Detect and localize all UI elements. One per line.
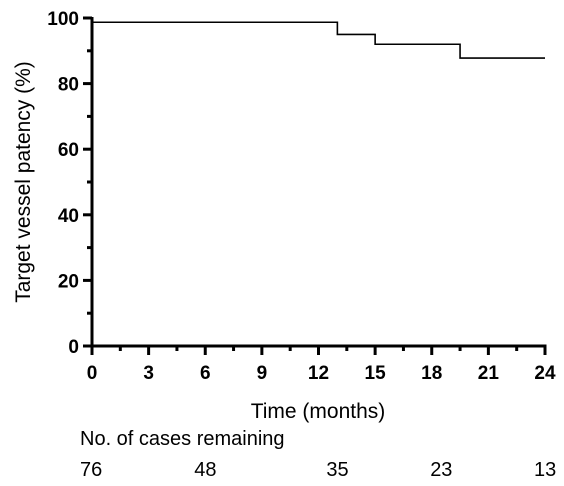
series-layer — [92, 21, 545, 59]
survival-step-line — [92, 21, 545, 59]
risk-table-value: 23 — [430, 459, 453, 481]
x-tick-label: 12 — [308, 363, 329, 384]
y-tick-label: 100 — [47, 9, 79, 30]
axes: 0 20 40 60 80 100 0 3 6 9 12 15 18 21 24 — [47, 9, 556, 384]
x-tick-label: 0 — [87, 363, 98, 384]
x-tick-label: 3 — [143, 363, 154, 384]
y-tick-label: 0 — [68, 337, 79, 358]
x-tick-label: 15 — [365, 363, 387, 384]
y-axis-title: Target vessel patency (%) — [12, 61, 35, 303]
y-tick-label: 60 — [58, 140, 79, 161]
y-tick-label: 20 — [58, 271, 79, 292]
risk-table-title: No. of cases remaining — [80, 428, 285, 450]
x-tick-label: 24 — [534, 363, 556, 384]
risk-table-value: 48 — [194, 459, 217, 481]
risk-table-value: 76 — [80, 459, 103, 481]
x-tick-label: 9 — [257, 363, 268, 384]
x-axis-title: Time (months) — [251, 400, 386, 423]
y-tick-label: 80 — [58, 75, 79, 96]
x-tick-label: 18 — [421, 363, 442, 384]
risk-table-value: 13 — [534, 459, 557, 481]
x-tick-label: 6 — [200, 363, 211, 384]
y-tick-label: 40 — [58, 206, 79, 227]
x-tick-label: 21 — [478, 363, 500, 384]
risk-table-value: 35 — [326, 459, 349, 481]
